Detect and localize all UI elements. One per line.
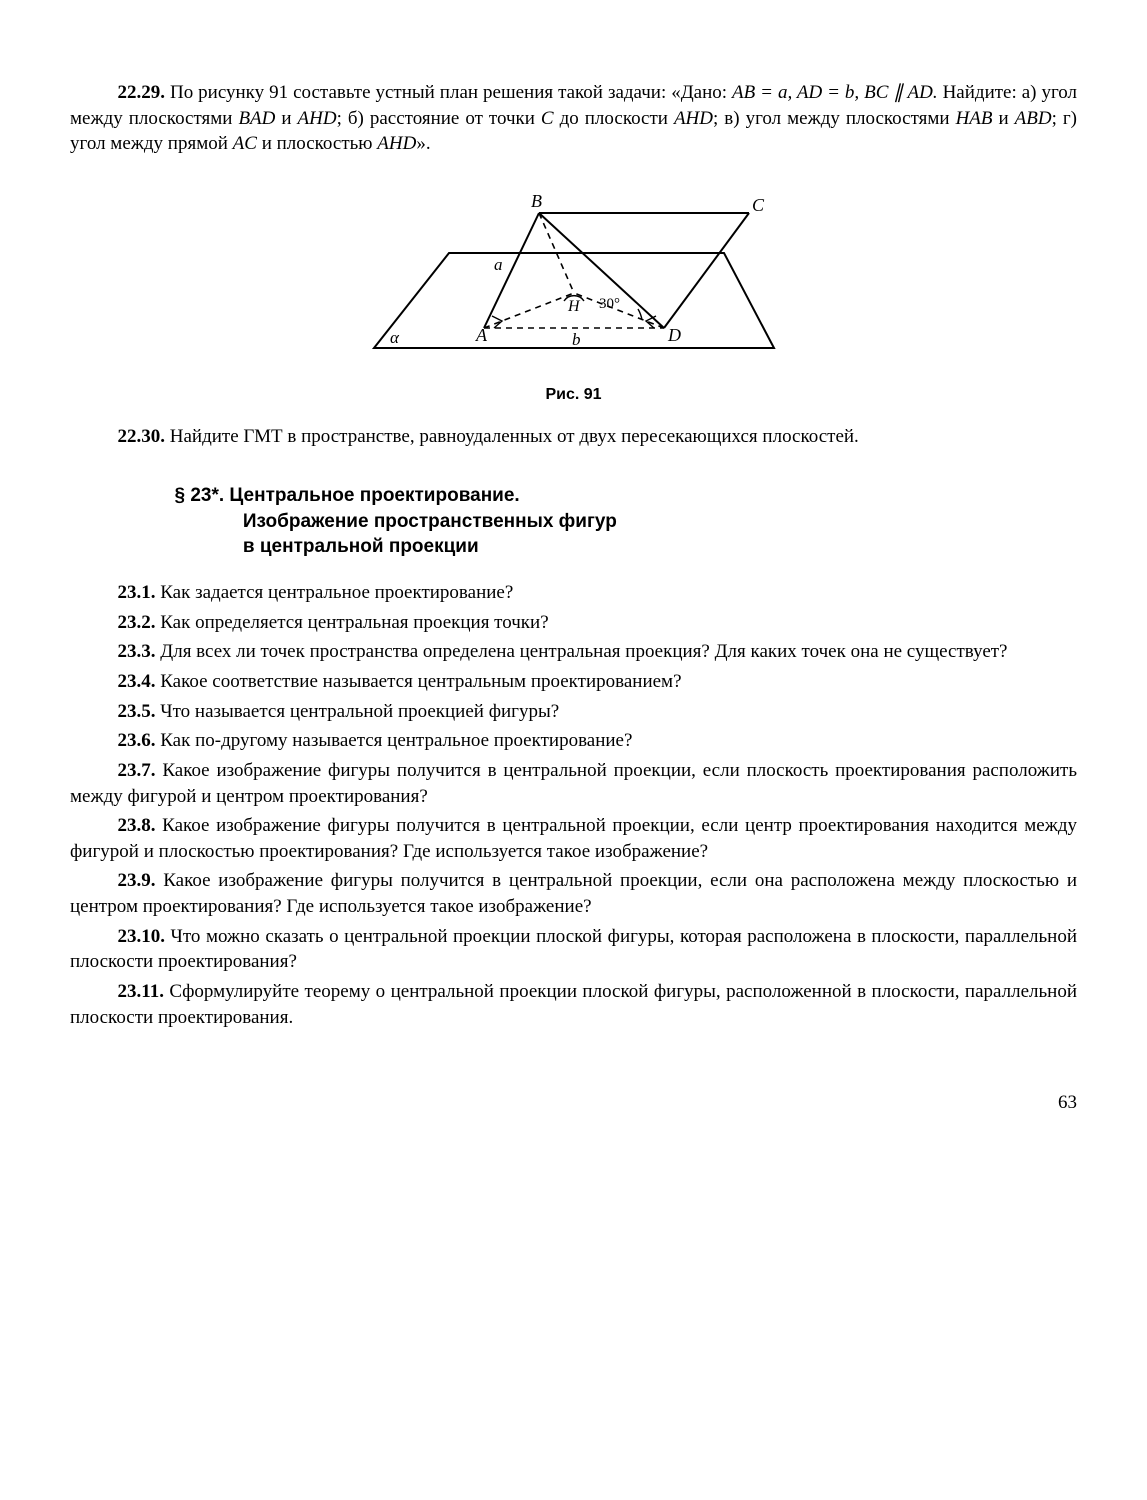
svg-text:a: a bbox=[494, 255, 503, 274]
figure-caption: Рис. 91 bbox=[70, 384, 1077, 406]
text: Как определяется центральная проекция то… bbox=[156, 612, 549, 633]
text: и bbox=[275, 108, 297, 129]
problem-number: 22.30. bbox=[118, 426, 166, 447]
text: Что называется центральной проекцией фиг… bbox=[156, 701, 560, 722]
text: и плоскостью bbox=[257, 133, 377, 154]
question-number: 23.3. bbox=[118, 641, 156, 662]
question-23-6: 23.6. Как по-другому называется централь… bbox=[70, 728, 1077, 754]
text: Найдите ГМТ в пространстве, равноудаленн… bbox=[165, 426, 859, 447]
text: и bbox=[993, 108, 1015, 129]
svg-text:α: α bbox=[390, 328, 400, 347]
question-number: 23.5. bbox=[118, 701, 156, 722]
text: Сформулируйте теорему о центральной прое… bbox=[70, 981, 1077, 1028]
math: HAB bbox=[956, 108, 993, 129]
page-number: 63 bbox=[70, 1090, 1077, 1116]
math: C bbox=[541, 108, 554, 129]
question-number: 23.8. bbox=[118, 815, 156, 836]
question-number: 23.9. bbox=[118, 870, 156, 891]
text: Какое изображение фигуры получится в цен… bbox=[70, 760, 1077, 807]
text: Как по-другому называется центральное пр… bbox=[156, 730, 633, 751]
svg-text:30°: 30° bbox=[599, 296, 620, 312]
svg-text:b: b bbox=[572, 330, 581, 349]
text: Что можно сказать о центральной проекции… bbox=[70, 926, 1077, 973]
text: ; в) угол между плоскостями bbox=[713, 108, 956, 129]
question-23-7: 23.7. Какое изображение фигуры получится… bbox=[70, 758, 1077, 809]
question-23-3: 23.3. Для всех ли точек пространства опр… bbox=[70, 639, 1077, 665]
text: Как задается центральное проектирование? bbox=[156, 582, 514, 603]
heading-line: § 23*. Центральное проектирование. bbox=[175, 483, 1078, 509]
text: Какое соответствие называется центральны… bbox=[156, 671, 682, 692]
question-number: 23.10. bbox=[118, 926, 166, 947]
question-23-8: 23.8. Какое изображение фигуры получится… bbox=[70, 813, 1077, 864]
question-23-2: 23.2. Как определяется центральная проек… bbox=[70, 610, 1077, 636]
question-23-10: 23.10. Что можно сказать о центральной п… bbox=[70, 924, 1077, 975]
problem-22-30: 22.30. Найдите ГМТ в пространстве, равно… bbox=[70, 424, 1077, 450]
question-23-9: 23.9. Какое изображение фигуры получится… bbox=[70, 868, 1077, 919]
text: ». bbox=[416, 133, 430, 154]
svg-text:B: B bbox=[531, 191, 542, 211]
math: ABD bbox=[1015, 108, 1052, 129]
question-number: 23.7. bbox=[118, 760, 156, 781]
svg-text:D: D bbox=[667, 325, 681, 345]
text: до плоскости bbox=[554, 108, 674, 129]
math: AHD bbox=[674, 108, 713, 129]
text: Какое изображение фигуры получится в цен… bbox=[70, 870, 1077, 917]
question-number: 23.2. bbox=[118, 612, 156, 633]
figure-91: A B C D H a b α 30° Рис. 91 bbox=[70, 173, 1077, 406]
svg-text:H: H bbox=[567, 298, 581, 315]
equation: AB = a, AD = b, BC ∥ AD. bbox=[732, 82, 938, 103]
problem-22-29: 22.29. По рисунку 91 составьте устный пл… bbox=[70, 80, 1077, 157]
text: Для всех ли точек пространства определен… bbox=[156, 641, 1008, 662]
question-23-4: 23.4. Какое соответствие называется цент… bbox=[70, 669, 1077, 695]
question-number: 23.1. bbox=[118, 582, 156, 603]
problem-number: 22.29. bbox=[118, 82, 166, 103]
text: Какое изображение фигуры получится в цен… bbox=[70, 815, 1077, 862]
svg-text:A: A bbox=[475, 325, 488, 345]
question-23-1: 23.1. Как задается центральное проектиро… bbox=[70, 580, 1077, 606]
question-number: 23.4. bbox=[118, 671, 156, 692]
text: По рисунку 91 составьте устный план реше… bbox=[165, 82, 732, 103]
math: AHD bbox=[377, 133, 416, 154]
figure-91-svg: A B C D H a b α 30° bbox=[354, 173, 794, 378]
question-number: 23.11. bbox=[118, 981, 164, 1002]
question-23-5: 23.5. Что называется центральной проекци… bbox=[70, 699, 1077, 725]
math: AC bbox=[233, 133, 257, 154]
heading-line: в центральной проекции bbox=[175, 534, 1078, 560]
math: AHD bbox=[298, 108, 337, 129]
question-number: 23.6. bbox=[118, 730, 156, 751]
math: BAD bbox=[238, 108, 275, 129]
section-23-heading: § 23*. Центральное проектирование. Изобр… bbox=[70, 483, 1077, 560]
svg-text:C: C bbox=[752, 195, 765, 215]
question-23-11: 23.11. Сформулируйте теорему о центральн… bbox=[70, 979, 1077, 1030]
heading-line: Изображение пространственных фигур bbox=[175, 509, 1078, 535]
text: ; б) расстояние от точки bbox=[337, 108, 541, 129]
